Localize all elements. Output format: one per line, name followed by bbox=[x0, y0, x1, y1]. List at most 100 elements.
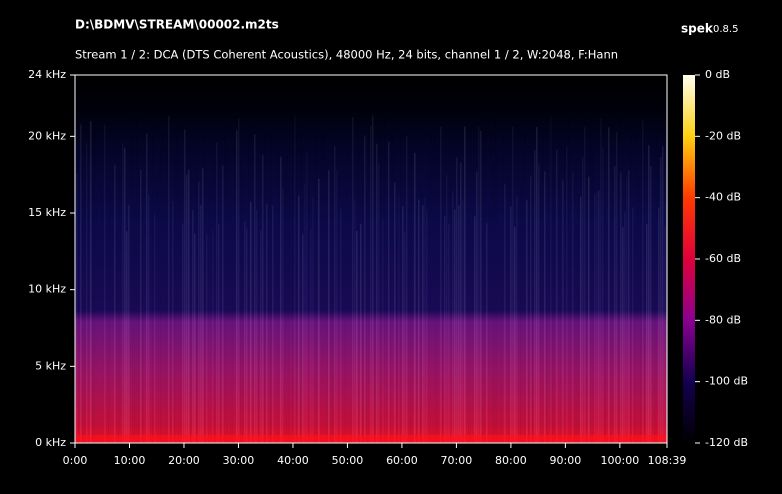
texture-stripe bbox=[510, 206, 512, 443]
texture-stripe bbox=[260, 230, 262, 443]
app-name: spek bbox=[681, 22, 714, 36]
texture-stripe bbox=[200, 205, 202, 443]
texture-stripe bbox=[168, 116, 170, 444]
texture-stripe bbox=[88, 182, 90, 444]
texture-stripe bbox=[652, 217, 654, 443]
texture-stripe bbox=[430, 132, 432, 444]
texture-stripe bbox=[208, 196, 210, 443]
texture-stripe bbox=[658, 207, 660, 443]
texture-stripe bbox=[522, 183, 524, 443]
texture-stripe bbox=[502, 123, 504, 443]
texture-stripe bbox=[178, 151, 180, 443]
texture-stripe bbox=[216, 142, 218, 443]
texture-stripe bbox=[376, 143, 378, 443]
texture-stripe bbox=[524, 131, 526, 443]
texture-stripe bbox=[344, 205, 346, 443]
texture-stripe bbox=[574, 233, 576, 443]
texture-stripe bbox=[450, 173, 452, 443]
texture-stripe bbox=[114, 164, 116, 443]
texture-stripe bbox=[534, 150, 536, 444]
x-tick-label: 80:00 bbox=[495, 454, 527, 467]
texture-stripe bbox=[264, 129, 266, 443]
texture-stripe bbox=[492, 162, 494, 444]
texture-stripe bbox=[96, 195, 98, 443]
texture-stripe bbox=[626, 176, 628, 443]
texture-stripe bbox=[86, 143, 88, 444]
texture-stripe bbox=[374, 144, 376, 443]
texture-stripe bbox=[268, 188, 270, 443]
texture-stripe bbox=[112, 169, 114, 443]
texture-stripe bbox=[552, 171, 554, 443]
texture-stripe bbox=[532, 182, 534, 443]
texture-stripe bbox=[244, 221, 246, 443]
texture-stripe bbox=[84, 193, 86, 443]
texture-stripe bbox=[378, 163, 380, 443]
texture-stripe bbox=[370, 125, 372, 443]
texture-stripe bbox=[358, 142, 360, 443]
texture-stripe bbox=[558, 174, 560, 443]
texture-stripe bbox=[330, 195, 332, 443]
texture-stripe bbox=[124, 147, 126, 443]
x-tick-label: 100:00 bbox=[601, 454, 640, 467]
texture-stripe bbox=[474, 216, 476, 443]
x-tick-label: 70:00 bbox=[441, 454, 473, 467]
texture-stripe bbox=[548, 232, 550, 443]
texture-stripe bbox=[274, 219, 276, 443]
color-tick-label: 0 dB bbox=[705, 68, 730, 81]
texture-stripe bbox=[162, 131, 164, 443]
x-tick-label: 10:00 bbox=[114, 454, 146, 467]
texture-stripe bbox=[232, 223, 234, 443]
texture-stripe bbox=[270, 131, 272, 444]
texture-stripe bbox=[248, 125, 250, 443]
texture-stripe bbox=[312, 197, 314, 443]
texture-stripe bbox=[486, 223, 488, 443]
x-tick-label: 50:00 bbox=[332, 454, 364, 467]
texture-stripe bbox=[416, 206, 418, 443]
texture-stripe bbox=[198, 181, 200, 443]
x-tick-label: 40:00 bbox=[277, 454, 309, 467]
texture-stripe bbox=[604, 203, 606, 443]
texture-stripe bbox=[462, 200, 464, 443]
texture-stripe bbox=[292, 115, 294, 443]
texture-stripe bbox=[488, 206, 490, 443]
texture-stripe bbox=[108, 187, 110, 443]
texture-stripe bbox=[156, 174, 158, 443]
texture-stripe bbox=[476, 171, 478, 443]
texture-stripe bbox=[220, 214, 222, 443]
texture-stripe bbox=[518, 205, 520, 443]
texture-stripe bbox=[132, 140, 134, 444]
texture-stripe bbox=[212, 230, 214, 443]
texture-stripe bbox=[368, 125, 370, 443]
texture-stripe bbox=[646, 224, 648, 443]
texture-stripe bbox=[598, 190, 600, 443]
texture-stripe bbox=[420, 182, 422, 443]
file-title: D:\BDMV\STREAM\00002.m2ts bbox=[75, 18, 279, 32]
texture-stripe bbox=[250, 201, 252, 443]
texture-stripe bbox=[562, 180, 564, 443]
texture-stripe bbox=[284, 170, 286, 443]
texture-stripe bbox=[228, 155, 230, 443]
texture-stripe bbox=[350, 174, 352, 443]
texture-stripe bbox=[468, 209, 470, 443]
texture-stripe bbox=[236, 130, 238, 444]
texture-stripe bbox=[508, 176, 510, 444]
texture-stripe bbox=[352, 117, 354, 443]
texture-stripe bbox=[324, 129, 326, 443]
texture-stripe bbox=[164, 189, 166, 443]
texture-stripe bbox=[364, 135, 366, 444]
texture-stripe bbox=[432, 144, 434, 444]
texture-stripe bbox=[426, 209, 428, 443]
texture-stripe bbox=[634, 230, 636, 443]
texture-stripe bbox=[190, 164, 192, 443]
texture-stripe bbox=[100, 180, 102, 443]
texture-stripe bbox=[516, 196, 518, 443]
texture-stripe bbox=[402, 206, 404, 443]
texture-stripe bbox=[398, 195, 400, 443]
texture-stripe bbox=[470, 225, 472, 443]
texture-stripe bbox=[188, 170, 190, 443]
texture-stripe bbox=[466, 233, 468, 443]
texture-stripe bbox=[322, 132, 324, 443]
texture-stripe bbox=[454, 209, 456, 443]
texture-stripe bbox=[528, 197, 530, 443]
